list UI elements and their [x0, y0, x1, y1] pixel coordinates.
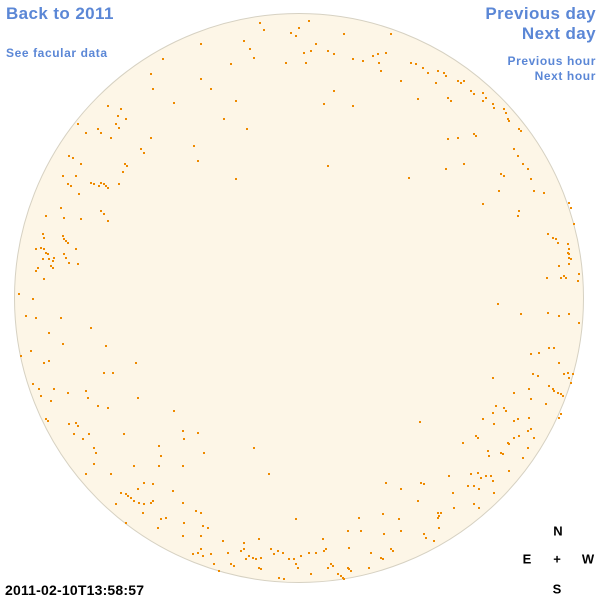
compass-center-cross: +	[553, 551, 561, 567]
compass-north-label: N	[553, 523, 563, 539]
previous-hour-link[interactable]: Previous hour	[507, 54, 596, 68]
compass-south-label: S	[552, 581, 562, 597]
compass-east-label: E	[522, 551, 532, 567]
facula-dot	[558, 417, 560, 419]
see-facular-data-link[interactable]: See facular data	[6, 46, 108, 60]
back-to-2011-link[interactable]: Back to 2011	[6, 4, 114, 23]
day-hour-nav: Previous day Next day Previous hour Next…	[485, 4, 596, 84]
compass-west-label: W	[581, 551, 595, 567]
solar-disk	[14, 13, 584, 583]
hour-nav: Previous hour Next hour	[485, 54, 596, 84]
next-day-link[interactable]: Next day	[521, 24, 596, 43]
facula-dot	[570, 207, 572, 209]
facula-dot	[568, 202, 570, 204]
previous-day-link[interactable]: Previous day	[485, 4, 596, 23]
facula-dot	[560, 413, 562, 415]
next-hour-link[interactable]: Next hour	[534, 69, 596, 83]
observation-timestamp: 2011-02-10T13:58:57	[5, 582, 145, 598]
